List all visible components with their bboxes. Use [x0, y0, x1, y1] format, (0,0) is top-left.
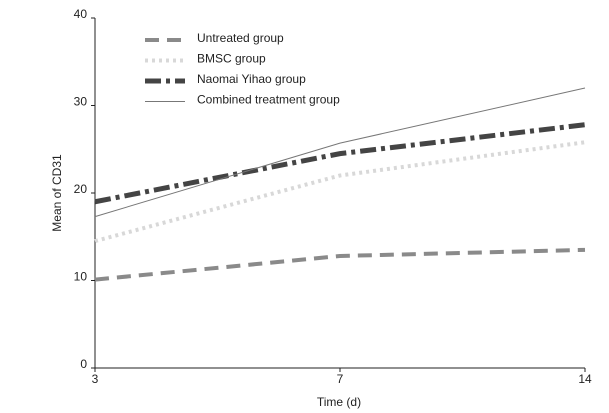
- y-tick-label: 20: [74, 182, 88, 196]
- legend-label: Combined treatment group: [197, 93, 340, 107]
- x-tick-label: 14: [578, 372, 592, 386]
- y-axis-label: Mean of CD31: [50, 154, 64, 232]
- series-line: [94, 122, 586, 205]
- y-tick-label: 0: [80, 357, 87, 371]
- series-line: [94, 87, 586, 218]
- x-tick-label: 3: [92, 372, 99, 386]
- series-line: [94, 140, 586, 244]
- series-line: [94, 247, 586, 282]
- legend-label: Untreated group: [197, 31, 284, 45]
- axis-frame: [94, 18, 585, 369]
- y-tick-label: 30: [74, 95, 88, 109]
- legend-label: BMSC group: [197, 52, 266, 66]
- y-tick-label: 40: [74, 7, 88, 21]
- x-axis-label: Time (d): [317, 395, 361, 409]
- legend-label: Naomai Yihao group: [197, 72, 306, 86]
- x-tick-label: 7: [337, 372, 344, 386]
- y-tick-label: 10: [74, 270, 88, 284]
